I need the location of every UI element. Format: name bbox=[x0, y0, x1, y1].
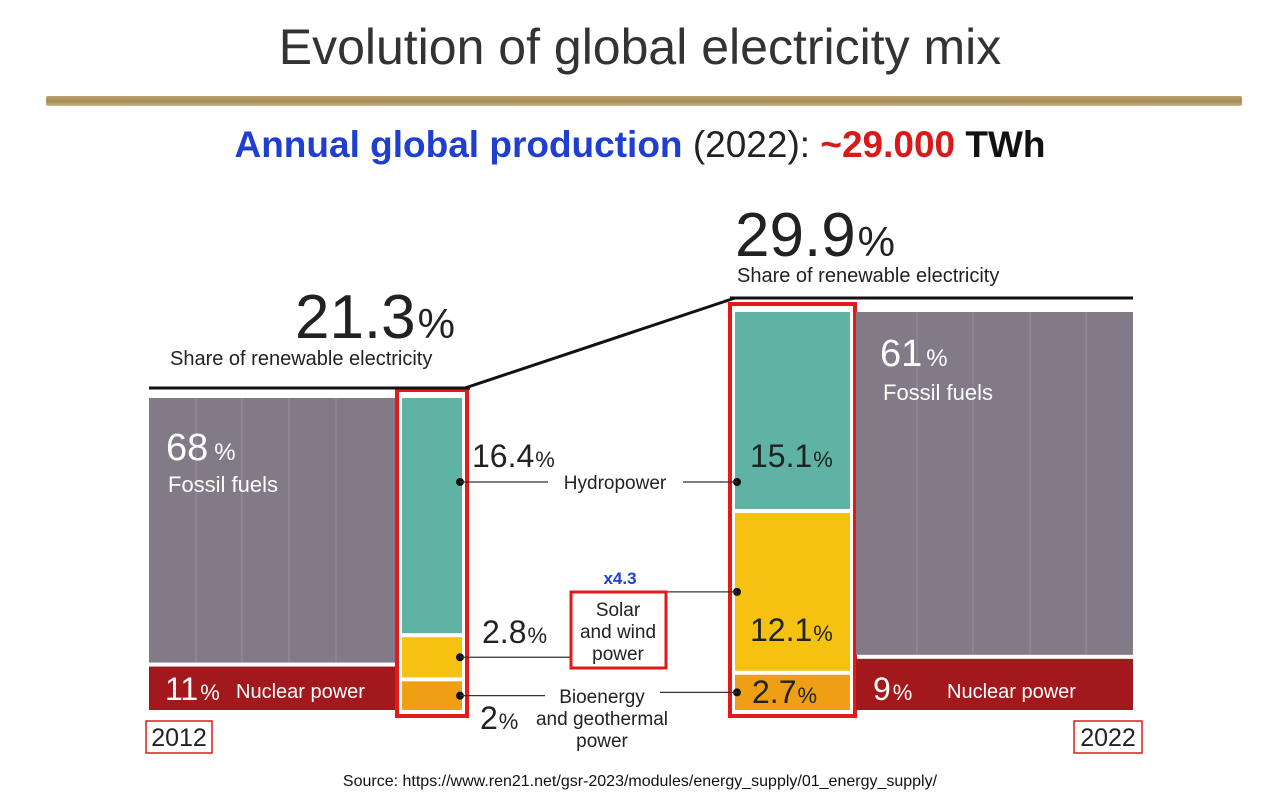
subtitle-year: (2022): bbox=[692, 124, 811, 165]
nuclear-label-2022: Nuclear power bbox=[947, 681, 1076, 703]
bio-label-line-0: Bioenergy bbox=[559, 687, 645, 708]
fossil-bar-2022 bbox=[856, 312, 1133, 655]
nuclear-bar-2022 bbox=[856, 658, 1133, 710]
bio-bar-2022 bbox=[735, 674, 850, 710]
hydro-bar-2022 bbox=[735, 312, 850, 509]
fossil-label-2022: Fossil fuels bbox=[883, 380, 993, 405]
growth-annotation: x4.3 bbox=[603, 569, 636, 588]
connector-line bbox=[464, 296, 736, 390]
nuclear-label-2012: Nuclear power bbox=[236, 681, 365, 703]
year-label-2012: 2012 bbox=[151, 724, 207, 752]
fossil-pct-2022: 61% bbox=[880, 333, 948, 375]
solar-label-line-1: and wind bbox=[580, 622, 656, 643]
fossil-bar-2012 bbox=[149, 398, 395, 663]
subtitle-unit: TWh bbox=[965, 124, 1046, 165]
solar-pct-2022: 12.1% bbox=[750, 612, 833, 648]
solar-label-line-2: power bbox=[592, 644, 644, 665]
subtitle: Annual global production (2022): ~29.000… bbox=[0, 124, 1280, 166]
bio-pct-2022: 2.7% bbox=[752, 674, 817, 710]
highlight-box-2012 bbox=[395, 388, 469, 718]
hydro-pct-2022: 15.1% bbox=[750, 438, 833, 474]
bio-pct-2012: 2% bbox=[480, 700, 518, 736]
hydro-pct-2012: 16.4% bbox=[472, 438, 555, 474]
title-divider bbox=[46, 96, 1242, 106]
year-box-2022 bbox=[1073, 720, 1143, 754]
renewable-share-2022: 29.9% bbox=[735, 201, 895, 270]
subtitle-label: Annual global production bbox=[234, 124, 683, 165]
highlight-box-2022 bbox=[728, 302, 857, 718]
solar-pct-2012: 2.8% bbox=[482, 614, 547, 650]
solar-label-line-0: Solar bbox=[596, 600, 641, 621]
bio-bar-2012 bbox=[402, 681, 462, 710]
share-label-2022: Share of renewable electricity bbox=[737, 265, 999, 287]
year-box-2012 bbox=[145, 720, 213, 754]
solar-wind-bar-2022 bbox=[735, 512, 850, 671]
fossil-label-2012: Fossil fuels bbox=[168, 472, 278, 497]
fossil-pct-2012: 68% bbox=[166, 427, 236, 469]
solar-wind-bar-2012 bbox=[402, 637, 462, 678]
slide-title: Evolution of global electricity mix bbox=[278, 19, 1002, 75]
source-citation: Source: https://www.ren21.net/gsr-2023/m… bbox=[342, 773, 938, 790]
nuclear-pct-2022: 9% bbox=[873, 671, 912, 707]
nuclear-bar-2012 bbox=[149, 666, 395, 710]
solar-wind-callout bbox=[569, 590, 668, 670]
subtitle-value: 29.000 bbox=[841, 124, 956, 165]
nuclear-pct-2012: 11% bbox=[165, 671, 220, 707]
renewable-share-2012: 21.3% bbox=[295, 283, 455, 352]
bio-label-line-1: and geothermal bbox=[536, 709, 668, 730]
subtitle-approx: ~ bbox=[820, 124, 842, 165]
hydro-bar-2012 bbox=[402, 398, 462, 634]
share-label-2012: Share of renewable electricity bbox=[170, 348, 432, 370]
year-label-2022: 2022 bbox=[1080, 724, 1136, 752]
hydro-label: Hydropower bbox=[564, 473, 667, 494]
bio-label-line-2: power bbox=[576, 731, 628, 752]
